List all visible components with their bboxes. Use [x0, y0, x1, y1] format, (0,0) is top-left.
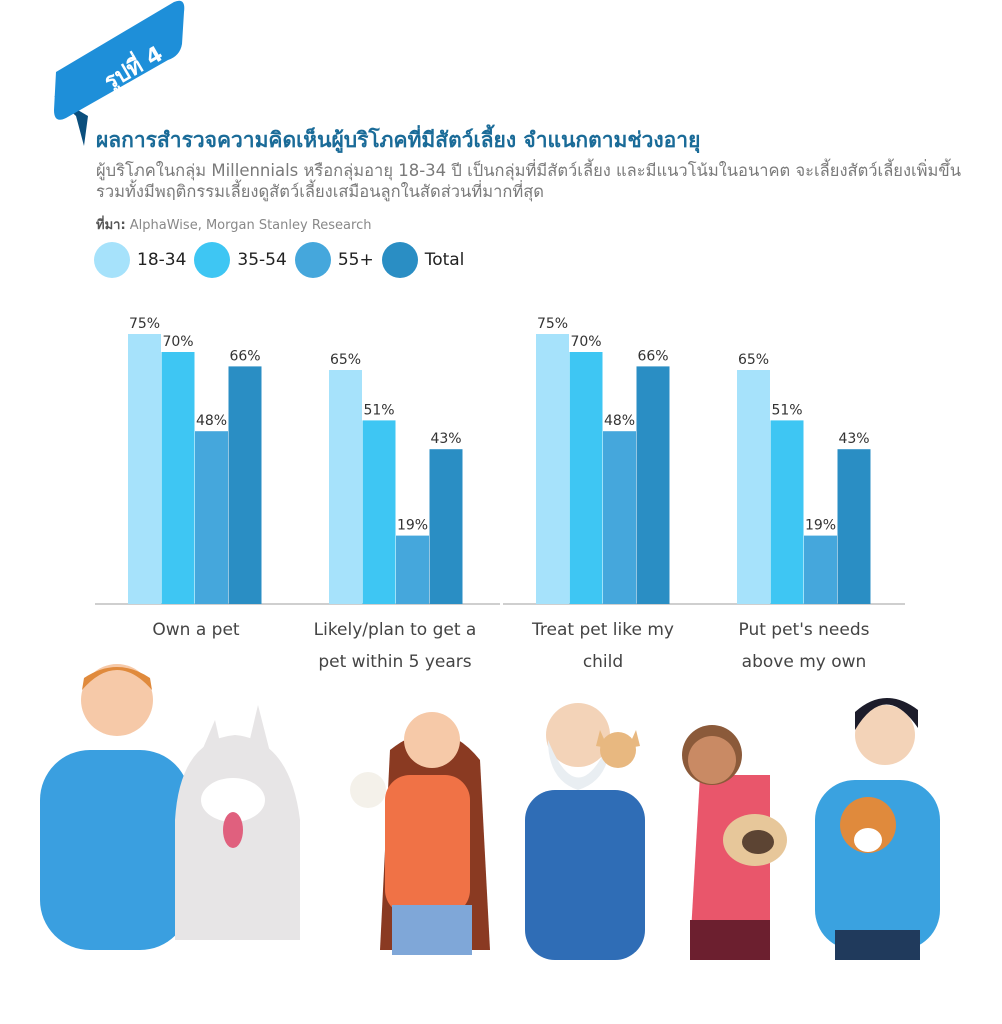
source-label: ที่มา:	[96, 218, 126, 233]
page-subtitle: ผู้บริโภคในกลุ่ม Millennials หรือกลุ่มอา…	[96, 161, 961, 201]
bar-55-plus-0	[195, 431, 228, 604]
bar-total-0	[228, 366, 262, 604]
legend-item-18-34: 18-34	[94, 242, 186, 278]
old-man-with-dog-figure	[525, 703, 645, 960]
legend-label: 18-34	[137, 250, 187, 270]
figure-badge: รูปที่ 4	[54, 0, 185, 146]
legend-swatch	[94, 242, 130, 278]
bar-18-34-0	[128, 334, 161, 604]
category-label: Likely/plan to get a pet within 5 years	[295, 614, 495, 678]
data-label: 70%	[162, 334, 193, 350]
category-label-line: Put pet's needs	[738, 620, 870, 640]
man-with-dog-figure	[40, 664, 300, 950]
bar-55-plus-1	[396, 535, 429, 604]
data-label: 48%	[604, 413, 635, 429]
data-label: 65%	[330, 352, 361, 368]
bar-35-54-1	[362, 420, 396, 604]
data-label: 75%	[129, 316, 160, 332]
girl-with-cat-figure	[350, 712, 490, 955]
legend-item-total: Total	[381, 242, 465, 278]
category-label-line: above my own	[741, 652, 867, 672]
category-label-line: Likely/plan to get a	[313, 620, 477, 640]
bar-55-plus-2	[603, 431, 636, 604]
legend-label: Total	[424, 250, 465, 270]
bar-18-34-1	[329, 370, 362, 604]
legend-item-35-54: 35-54	[194, 242, 287, 278]
woman-with-pug-figure	[682, 725, 787, 960]
bar-18-34-2	[536, 334, 569, 604]
data-label: 65%	[738, 352, 769, 368]
bar-18-34-3	[737, 370, 770, 604]
source-text: AlphaWise, Morgan Stanley Research	[129, 218, 372, 233]
data-label: 70%	[570, 334, 601, 350]
bar-total-3	[837, 449, 871, 604]
category-label: Put pet's needs above my own	[704, 614, 904, 678]
bar-total-1	[429, 449, 463, 604]
source-note: ที่มา: AlphaWise, Morgan Stanley Researc…	[96, 214, 371, 235]
category-label-line: Own a pet	[152, 620, 240, 640]
young-man-with-corgi-figure	[815, 697, 940, 960]
bar-35-54-0	[161, 352, 195, 604]
data-label: 66%	[229, 348, 260, 364]
legend-swatch	[294, 242, 331, 278]
data-label: 43%	[430, 431, 461, 447]
data-label: 19%	[805, 518, 836, 534]
data-label: 66%	[637, 348, 668, 364]
category-label-line: Treat pet like my	[532, 620, 674, 640]
bar-total-2	[636, 366, 670, 604]
bar-55-plus-3	[804, 535, 837, 604]
people-with-pets-illustration	[40, 664, 940, 960]
data-label: 48%	[196, 413, 227, 429]
chart-legend: 18-34 35-54 55+ Total	[94, 240, 472, 280]
data-label: 51%	[771, 402, 802, 418]
bar-chart: 75%70%48%66% 65%51%19%43%75%70%48%66% 65%5…	[95, 316, 905, 605]
page-title: ผลการสำรวจความคิดเห็นผู้บริโภคที่มีสัตว์…	[96, 128, 701, 152]
category-label-line: child	[582, 652, 624, 672]
bar-35-54-3	[770, 420, 804, 604]
category-label-line: pet within 5 years	[318, 652, 472, 672]
category-label: Treat pet like my child	[503, 614, 703, 678]
data-label: 51%	[363, 402, 394, 418]
bar-35-54-2	[569, 352, 603, 604]
legend-label: 35-54	[237, 250, 287, 270]
legend-swatch	[381, 242, 418, 278]
data-label: 19%	[397, 518, 428, 534]
legend-swatch	[194, 242, 231, 278]
legend-label: 55+	[337, 250, 374, 270]
data-label: 43%	[838, 431, 869, 447]
legend-item-55-plus: 55+	[294, 242, 374, 278]
data-label: 75%	[537, 316, 568, 332]
category-label: Own a pet	[96, 614, 296, 646]
